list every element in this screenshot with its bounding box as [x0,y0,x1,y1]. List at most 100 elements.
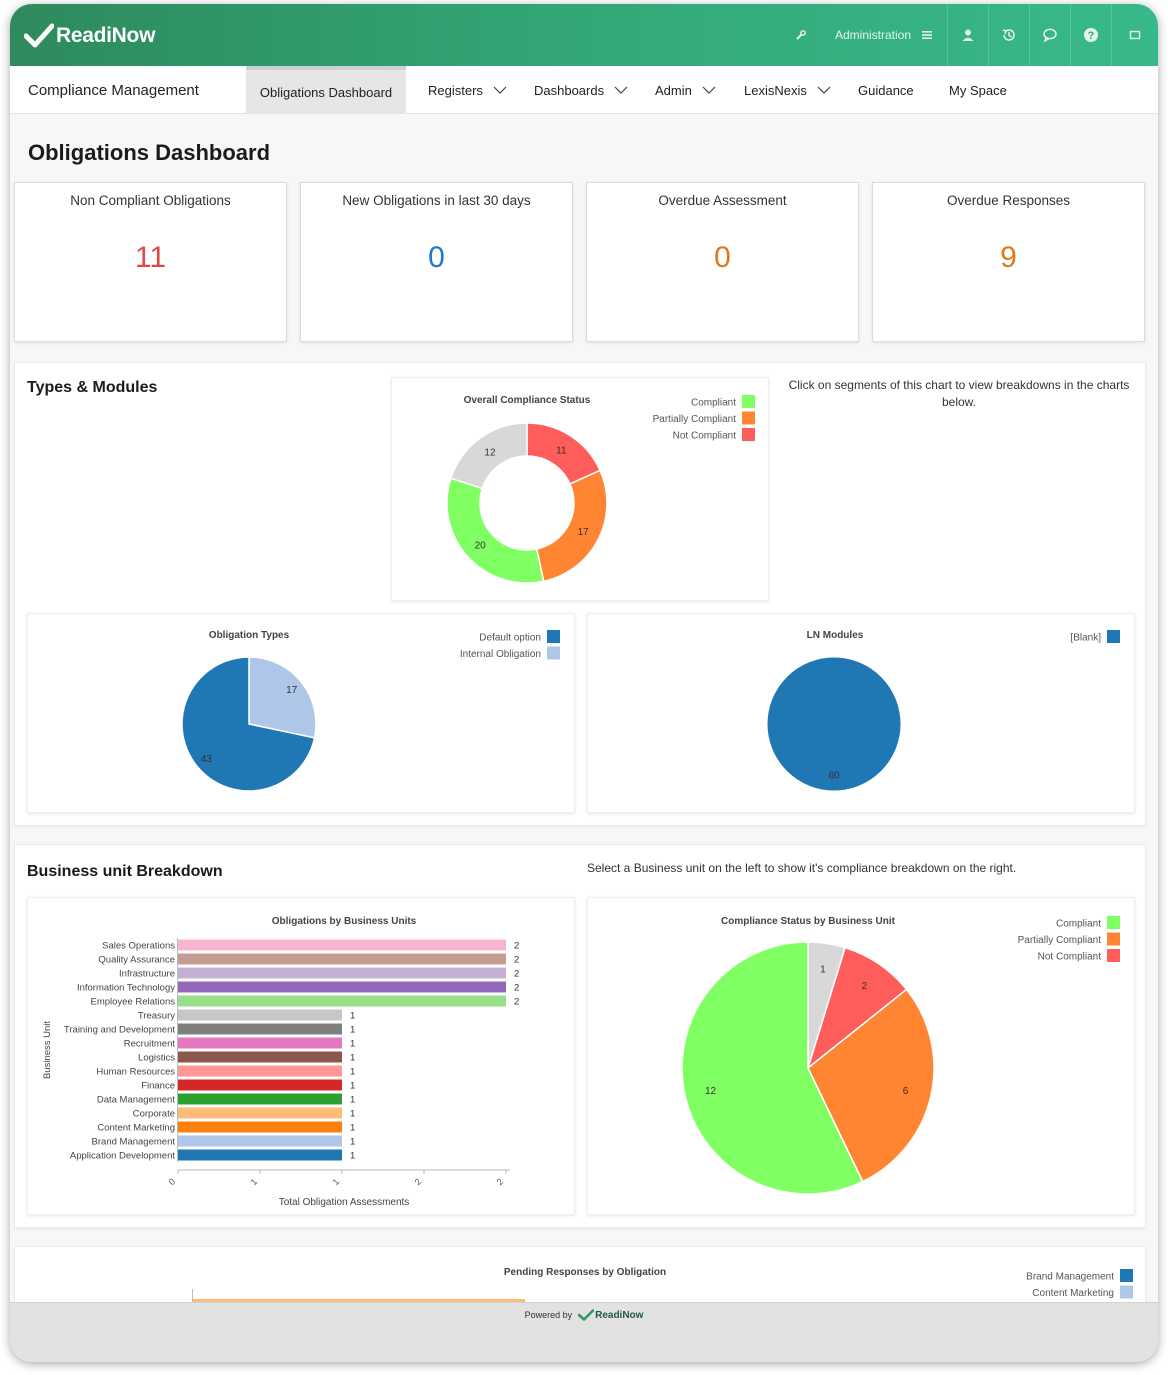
category-label: Information Technology [77,983,175,994]
divider [947,4,948,66]
category-label: Training and Development [64,1025,175,1036]
tab-label: Dashboards [534,82,605,98]
menu-icon [922,31,933,39]
divider [1111,4,1112,66]
user-icon[interactable] [948,4,988,66]
category-label: Finance [141,1081,175,1092]
bar-value-label: 1 [350,1011,355,1022]
kpi-card-non-compliant[interactable]: Non Compliant Obligations 11 [14,182,287,342]
chart-title: Overall Compliance Status [464,395,591,406]
top-actions: Administration ? [781,4,1158,66]
section-title: Types & Modules [27,379,158,396]
kpi-value: 11 [134,241,167,274]
slice-value-label: 60 [828,771,840,782]
category-label: Corporate [133,1109,175,1120]
tab-lexisnexis[interactable]: LexisNexis [744,66,831,114]
bar-value-label: 1 [350,1025,355,1036]
chevron-down-icon [614,86,628,94]
category-label: Brand Management [92,1137,176,1148]
legend-label: Compliant [1056,919,1101,930]
wrench-icon[interactable] [781,4,821,66]
obligation-types-chart: Obligation Types Default option Internal O… [181,630,560,792]
legend-swatch [742,428,755,441]
slice-value-label: 2 [862,981,868,992]
fullscreen-icon[interactable] [1112,4,1158,66]
bar-value-label: 1 [350,1151,355,1162]
pie-slice [535,469,608,583]
divider [1070,4,1071,66]
bar [178,1135,342,1147]
tab-my-space[interactable]: My Space [949,66,1007,114]
bar [178,939,506,951]
legend-swatch [1107,932,1120,946]
legend-label: Compliant [691,398,736,409]
pie-slice [181,656,316,792]
pie-slice [806,946,908,1071]
legend-label: Partially Compliant [653,414,737,425]
section-title: Business unit Breakdown [27,863,223,880]
tab-dashboards[interactable]: Dashboards [534,66,628,114]
category-label: Infrastructure [119,969,175,980]
bar-value-label: 1 [350,1123,355,1134]
chevron-down-icon [702,86,716,94]
bar-value-label: 1 [350,1081,355,1092]
nav-brand[interactable]: Compliance Management [28,82,199,99]
obligation-types-card: Obligation Types Default option Internal O… [27,613,575,813]
administration-menu[interactable]: Administration [821,4,947,66]
bar-value-label: 1 [350,1109,355,1120]
x-tick-label: 2 [495,1177,506,1188]
section-note: Select a Business unit on the left to sh… [587,861,1017,875]
x-tick-label: 0 [167,1177,178,1188]
legend-swatch [1107,916,1120,929]
tab-admin[interactable]: Admin [655,66,716,114]
slice-value-label: 17 [286,685,298,696]
legend-label: [Blank] [1070,633,1101,644]
tab-registers[interactable]: Registers [428,66,507,114]
kpi-value: 0 [428,241,445,274]
pie-slice [446,477,545,584]
kpi-title: Non Compliant Obligations [70,193,231,208]
kpi-card-overdue-assessment[interactable]: Overdue Assessment 0 [586,182,859,342]
x-tick-label: 1 [249,1177,260,1188]
overall-compliance-chart: Overall Compliance Status Compliant Partia… [446,395,755,584]
slice-value-label: 17 [578,527,590,538]
chart-title: Pending Responses by Obligation [504,1267,666,1278]
section-note: Click on segments of this chart to view … [788,378,1130,409]
ln-modules-card: LN Modules [Blank] 60 [587,613,1135,813]
chat-icon[interactable] [1030,4,1070,66]
tab-guidance[interactable]: Guidance [858,66,914,114]
help-icon[interactable]: ? [1071,4,1111,66]
kpi-title: New Obligations in last 30 days [342,193,531,208]
legend-swatch [742,395,755,408]
app-logo[interactable]: ReadiNow [24,21,155,51]
bar-value-label: 1 [350,1067,355,1078]
bar [178,1079,342,1091]
ln-modules-chart: LN Modules [Blank] 60 [766,630,1120,792]
bar-value-label: 2 [514,997,519,1008]
bar [178,1107,342,1119]
tab-label: My Space [949,82,1007,98]
x-axis-label: Total Obligation Assessments [279,1197,410,1208]
app-window: ReadiNow Administration [10,4,1158,1362]
kpi-card-new-obligations[interactable]: New Obligations in last 30 days 0 [300,182,573,342]
divider [988,4,989,66]
category-label: Content Marketing [97,1123,175,1134]
x-tick-label: 2 [413,1177,424,1188]
kpi-card-overdue-responses[interactable]: Overdue Responses 9 [872,182,1145,342]
legend-label: Content Marketing [1032,1288,1114,1299]
category-label: Quality Assurance [98,955,175,966]
tab-label: Admin [655,82,692,98]
legend-swatch [1120,1269,1133,1282]
pie-slice [449,422,528,490]
x-tick-label: 1 [331,1177,342,1188]
history-icon[interactable] [989,4,1029,66]
readinow-check-icon [578,1309,595,1321]
types-modules-panel: Types & Modules Click on segments of thi… [14,362,1146,826]
category-label: Data Management [97,1095,176,1106]
chevron-down-icon [493,86,507,94]
legend-label: Not Compliant [673,431,737,442]
bar-value-label: 2 [514,955,519,966]
slice-value-label: 1 [820,965,826,976]
tab-obligations-dashboard[interactable]: Obligations Dashboard [246,66,406,114]
bar-value-label: 2 [514,983,519,994]
